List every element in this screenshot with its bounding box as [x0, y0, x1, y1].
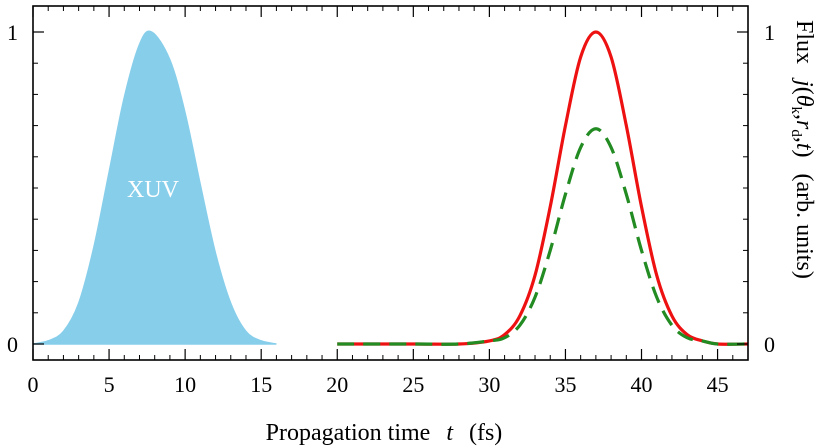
y-tick-label-right: 0: [764, 332, 775, 357]
x-tick-label: 0: [28, 372, 39, 397]
y-tick-label-right: 1: [764, 20, 775, 45]
y-axis-title-right: Fluxj(θk,rd,t)(arb. units): [788, 20, 817, 279]
xuv-annotation: XUV: [127, 177, 180, 203]
x-tick-label: 40: [631, 372, 653, 397]
x-tick-label: 25: [402, 372, 424, 397]
ticks-layer: [32, 6, 749, 360]
x-tick-label: 10: [174, 372, 196, 397]
x-tick-label: 35: [554, 372, 576, 397]
series-xuv-area: [32, 30, 277, 345]
x-axis-title: Propagation time t (fs): [266, 420, 503, 446]
x-tick-label: 5: [104, 372, 115, 397]
series-dashed-line: [337, 127, 749, 346]
x-tick-label: 45: [707, 372, 729, 397]
y-tick-label-left: 0: [7, 332, 18, 357]
y-tick-label-left: 1: [7, 20, 18, 45]
series-layer: [32, 30, 749, 346]
series-solid-line: [337, 30, 749, 346]
x-tick-label: 20: [326, 372, 348, 397]
x-tick-label: 15: [250, 372, 272, 397]
x-tick-label: 30: [478, 372, 500, 397]
plot-frame: [32, 5, 749, 361]
